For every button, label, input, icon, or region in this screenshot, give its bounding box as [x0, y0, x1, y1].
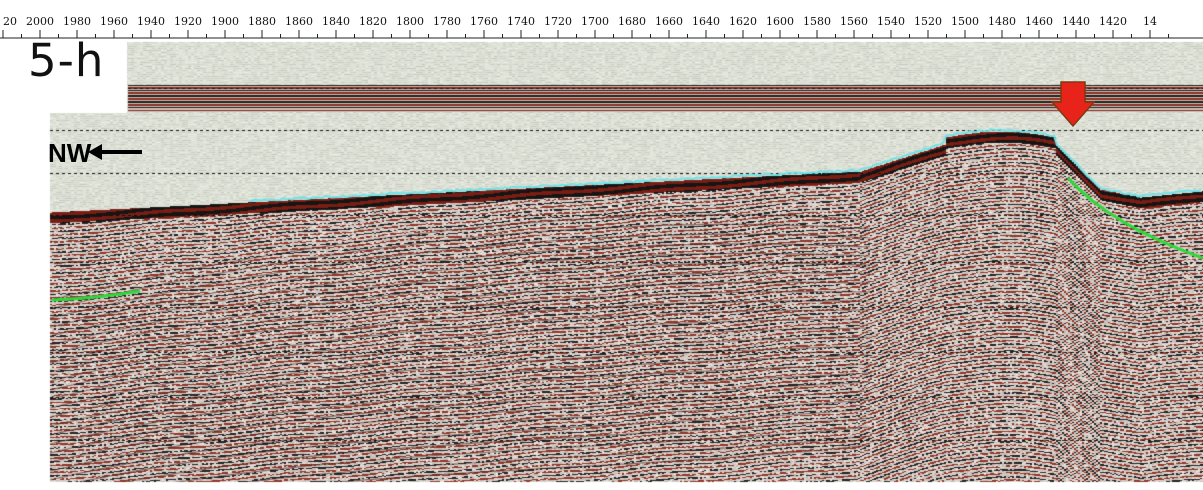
ruler-tick-label: 1540: [877, 15, 905, 28]
ruler-tick-label: 1940: [137, 15, 165, 28]
ruler-tick-label: 2000: [26, 15, 54, 28]
ruler-tick-label: 1580: [803, 15, 831, 28]
ruler-tick-label: 1480: [988, 15, 1016, 28]
ruler-tick-label: 14: [1143, 15, 1157, 28]
ruler-tick-label: 1800: [396, 15, 424, 28]
ruler-tick-label: 1640: [692, 15, 720, 28]
ruler-tick-label: 1980: [63, 15, 91, 28]
ruler-tick-label: 1920: [174, 15, 202, 28]
panel-label: 5-h: [28, 34, 105, 87]
ruler-tick-label: 1660: [655, 15, 683, 28]
shotpoint-ruler: 20 2000 1980 1960 1940 1920 1900 1880 1860 1840 18…: [0, 15, 1203, 39]
direction-label: NW: [48, 138, 92, 168]
ruler-tick-label: 1520: [914, 15, 942, 28]
ruler-tick-label: 1820: [359, 15, 387, 28]
ruler-tick-label: 1720: [544, 15, 572, 28]
ruler-tick-label: 1740: [507, 15, 535, 28]
ruler-tick-label: 1460: [1025, 15, 1053, 28]
ruler-tick-label: 1880: [248, 15, 276, 28]
ruler-tick-label: 1560: [840, 15, 868, 28]
ruler-tick-label: 1620: [729, 15, 757, 28]
ruler-tick-label: 1960: [100, 15, 128, 28]
ruler-tick-label: 1500: [951, 15, 979, 28]
ruler-tick-label: 1780: [433, 15, 461, 28]
ruler-tick-label: 1680: [618, 15, 646, 28]
ruler-tick-label: 20: [3, 15, 17, 28]
ruler-tick-label: 1900: [211, 15, 239, 28]
down-arrow-icon: [1050, 81, 1096, 128]
ruler-tick-label: 1700: [581, 15, 609, 28]
ruler-tick-label: 1600: [766, 15, 794, 28]
ruler-tick-label: 1840: [322, 15, 350, 28]
ruler-tick-label: 1420: [1099, 15, 1127, 28]
left-arrow-icon: [88, 144, 142, 160]
ruler-tick-label: 1440: [1062, 15, 1090, 28]
ruler-tick-label: 1860: [285, 15, 313, 28]
ruler-tick-label: 1760: [470, 15, 498, 28]
